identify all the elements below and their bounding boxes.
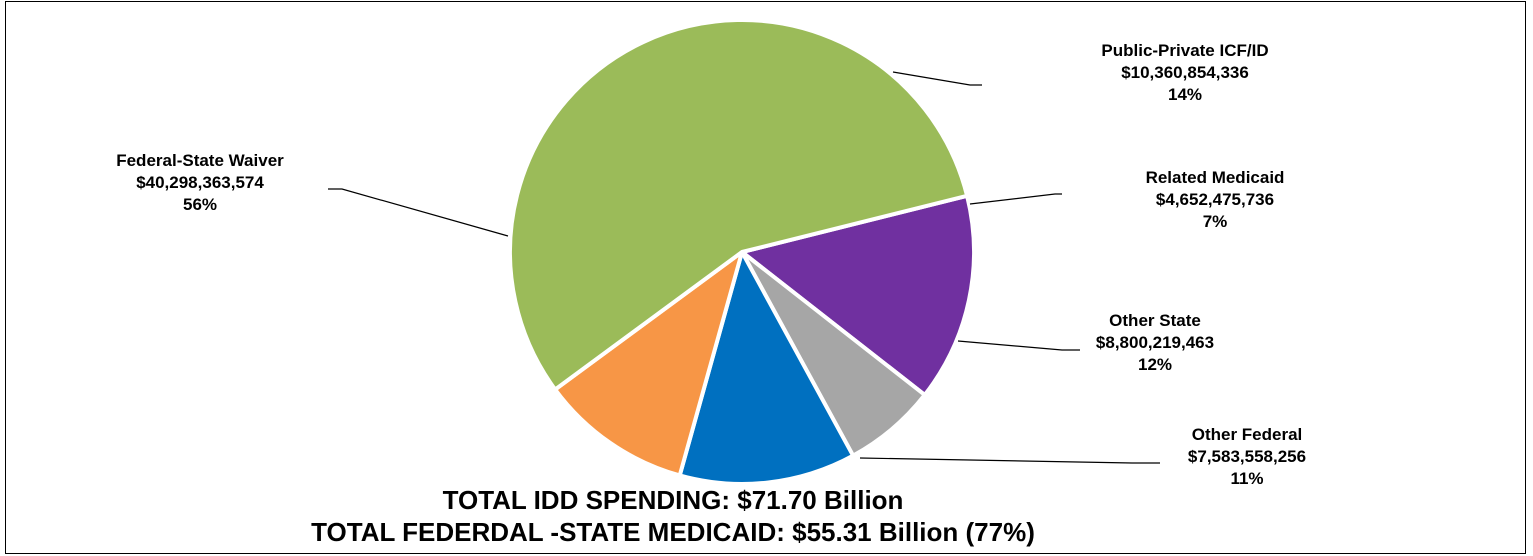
- leader-line: [859, 457, 1160, 464]
- slice-label-percent: 12%: [1138, 355, 1172, 374]
- pie-slice-other-state: [677, 250, 856, 486]
- slice-label-name: Related Medicaid: [1146, 168, 1285, 187]
- slice-label-name: Federal-State Waiver: [116, 151, 284, 170]
- slice-label: Other State $8,800,219,463 12%: [1096, 311, 1214, 374]
- slice-label-percent: 14%: [1168, 85, 1202, 104]
- pie-slices: [508, 18, 976, 486]
- pie-slice-federal-state-waiver: [508, 18, 970, 392]
- slice-label-percent: 7%: [1203, 212, 1228, 231]
- slice-label: Other Federal $7,583,558,256 11%: [1188, 425, 1306, 488]
- slice-label: Public-Private ICF/ID $10,360,854,336 14%: [1101, 41, 1268, 104]
- leader-lines: [328, 71, 1160, 464]
- slice-label-percent: 56%: [183, 195, 217, 214]
- total-federal-state-medicaid: TOTAL FEDERDAL -STATE MEDICAID: $55.31 B…: [311, 517, 1035, 547]
- leader-line: [892, 71, 982, 86]
- slice-label-value: $40,298,363,574: [136, 173, 264, 192]
- leader-line: [328, 188, 509, 237]
- slice-labels: Public-Private ICF/ID $10,360,854,336 14% R…: [116, 41, 1306, 488]
- slice-label: Related Medicaid $4,652,475,736 7%: [1146, 168, 1285, 231]
- slice-label-value: $8,800,219,463: [1096, 333, 1214, 352]
- slice-label: Federal-State Waiver $40,298,363,574 56%: [116, 151, 284, 214]
- total-idd-spending: TOTAL IDD SPENDING: $71.70 Billion: [443, 485, 904, 515]
- slice-label-name: Other Federal: [1192, 425, 1303, 444]
- leader-line: [969, 193, 1062, 205]
- slice-label-value: $10,360,854,336: [1121, 63, 1249, 82]
- slice-label-name: Public-Private ICF/ID: [1101, 41, 1268, 60]
- slice-label-name: Other State: [1109, 311, 1201, 330]
- pie-slice-public-private-icf-id: [740, 193, 976, 397]
- slice-label-value: $4,652,475,736: [1156, 190, 1274, 209]
- slice-label-value: $7,583,558,256: [1188, 447, 1306, 466]
- pie-slice-other-federal: [553, 250, 744, 478]
- leader-line: [957, 340, 1080, 351]
- slice-label-percent: 11%: [1230, 469, 1263, 488]
